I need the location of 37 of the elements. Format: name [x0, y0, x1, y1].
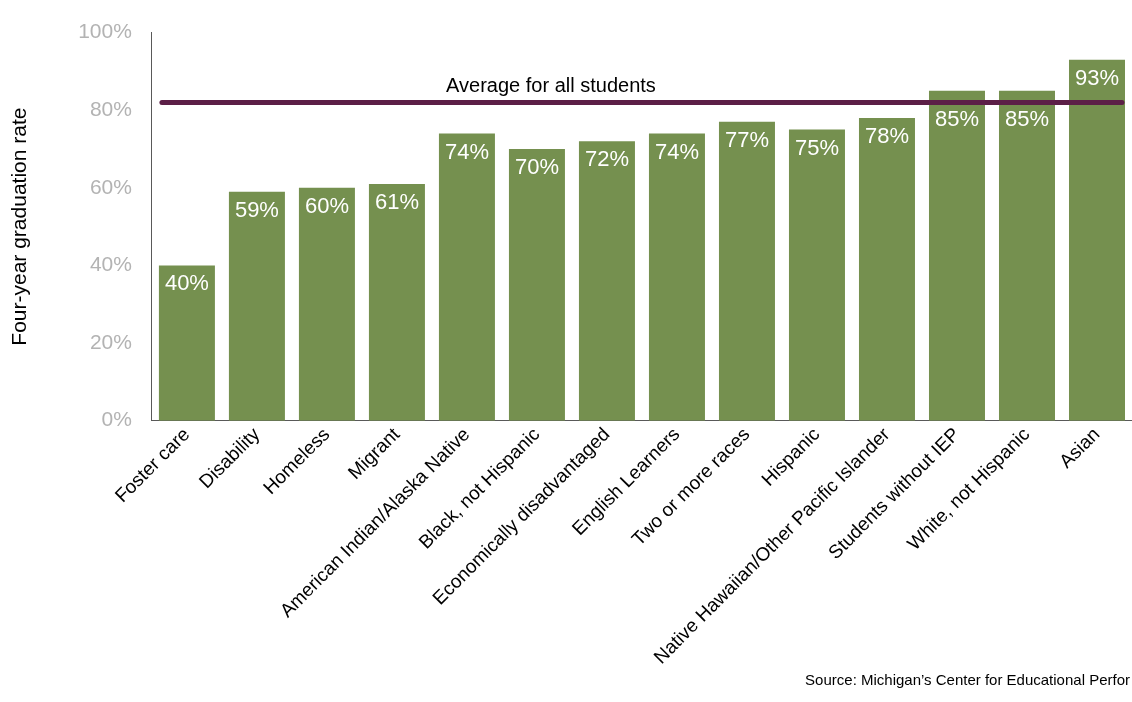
data-label: 75% [794, 134, 839, 160]
data-label: 59% [234, 196, 279, 222]
bar [928, 90, 985, 421]
bar [228, 191, 285, 421]
data-label: 70% [514, 154, 559, 180]
source-note: Source: Michigan’s Center for Educational Perfor [805, 670, 1130, 688]
bar [998, 90, 1055, 421]
bar [438, 133, 495, 421]
bar [368, 183, 425, 421]
bar [648, 133, 705, 421]
y-tick-label: 60% [89, 174, 132, 198]
data-label: 78% [864, 123, 909, 149]
bar [508, 149, 565, 421]
y-tick-label: 40% [89, 252, 132, 276]
y-axis-title: Four-year graduation rate [7, 107, 31, 346]
data-label: 85% [1004, 105, 1050, 131]
bar [718, 121, 775, 421]
bar [578, 141, 635, 421]
data-label: 72% [584, 146, 629, 172]
data-label: 60% [304, 192, 349, 218]
y-tick-label: 0% [101, 407, 132, 431]
bar [788, 129, 845, 421]
bar [158, 265, 215, 421]
data-label: 77% [724, 126, 769, 152]
bar [298, 187, 355, 421]
bar [858, 117, 915, 421]
data-label: 74% [654, 138, 699, 164]
bar [1068, 59, 1125, 421]
ref-line-label: Average for all students [446, 73, 656, 96]
data-label: 40% [164, 270, 209, 296]
y-tick-label: 20% [89, 329, 132, 353]
y-tick-label: 100% [78, 19, 132, 43]
y-tick-label: 80% [89, 97, 132, 120]
data-label: 85% [934, 105, 980, 131]
data-label: 93% [1074, 64, 1120, 90]
data-label: 74% [444, 138, 489, 164]
data-label: 61% [374, 189, 419, 214]
